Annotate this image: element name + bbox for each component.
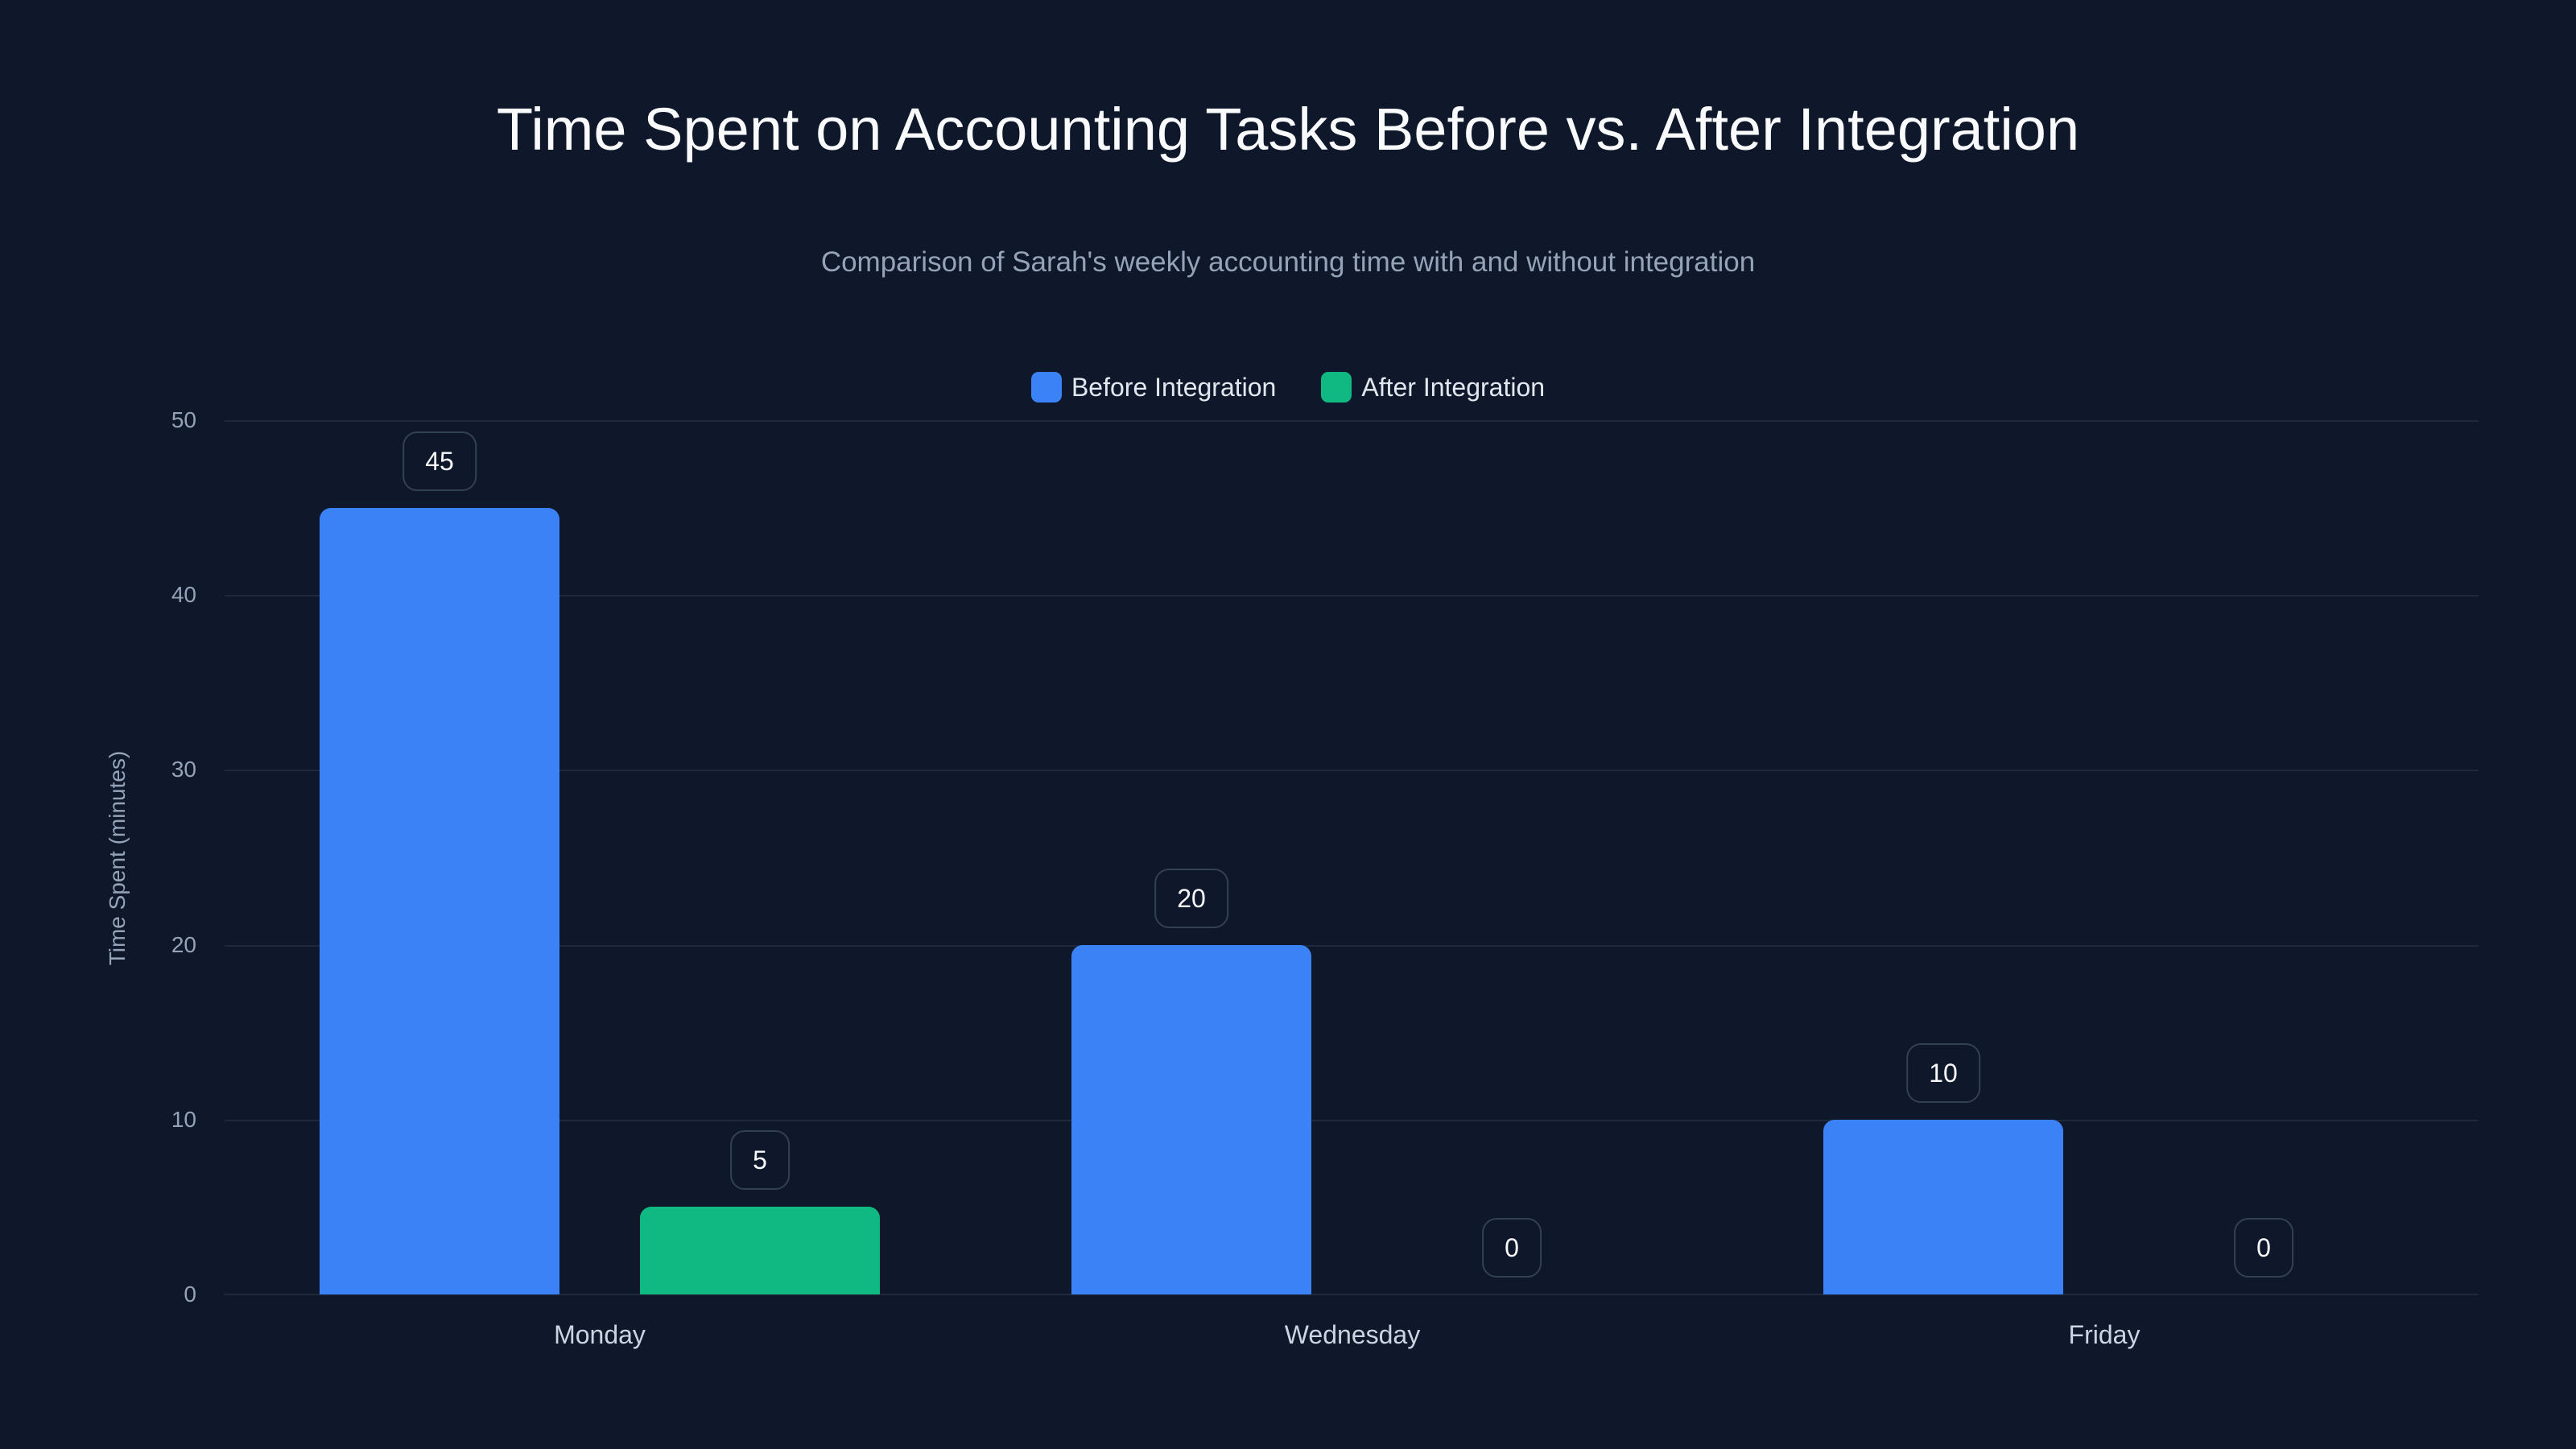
gridline-30 bbox=[225, 770, 2479, 771]
legend-item-before[interactable]: Before Integration bbox=[1030, 372, 1277, 402]
value-label-wednesday-before: 20 bbox=[1154, 869, 1228, 928]
bar-wednesday-before[interactable] bbox=[1071, 945, 1311, 1294]
gridline-20 bbox=[225, 945, 2479, 947]
gridline-10 bbox=[225, 1120, 2479, 1121]
legend-swatch-after-icon bbox=[1321, 372, 1352, 402]
bar-friday-before[interactable] bbox=[1823, 1120, 2063, 1294]
y-tick-40: 40 bbox=[171, 582, 196, 607]
x-tick-wednesday: Wednesday bbox=[1284, 1320, 1421, 1349]
y-tick-10: 10 bbox=[171, 1107, 196, 1132]
legend-label-before: Before Integration bbox=[1071, 372, 1277, 402]
gridline-40 bbox=[225, 595, 2479, 597]
bar-monday-before[interactable] bbox=[320, 508, 559, 1294]
value-label-friday-before: 10 bbox=[1906, 1043, 1980, 1103]
legend-label-after: After Integration bbox=[1361, 372, 1546, 402]
value-label-wednesday-after: 0 bbox=[1482, 1218, 1542, 1278]
y-tick-50: 50 bbox=[171, 407, 196, 432]
y-axis-label: Time Spent (minutes) bbox=[105, 750, 130, 966]
legend: Before Integration After Integration bbox=[0, 372, 2576, 402]
x-tick-monday: Monday bbox=[554, 1320, 646, 1349]
x-tick-friday: Friday bbox=[2068, 1320, 2140, 1349]
value-label-monday-before: 45 bbox=[402, 431, 477, 491]
chart-title: Time Spent on Accounting Tasks Before vs… bbox=[496, 96, 2080, 163]
plot-area: 45 5 20 0 10 0 bbox=[225, 420, 2479, 1295]
chart-subtitle: Comparison of Sarah's weekly accounting … bbox=[820, 246, 1756, 278]
value-label-monday-after: 5 bbox=[730, 1130, 790, 1190]
gridline-0 bbox=[225, 1294, 2479, 1295]
y-tick-20: 20 bbox=[171, 932, 196, 957]
gridline-50 bbox=[225, 420, 2479, 422]
bar-monday-after[interactable] bbox=[640, 1207, 880, 1294]
value-label-friday-after: 0 bbox=[2234, 1218, 2293, 1278]
legend-item-after[interactable]: After Integration bbox=[1321, 372, 1545, 402]
legend-swatch-before-icon bbox=[1030, 372, 1062, 402]
y-tick-0: 0 bbox=[184, 1282, 196, 1307]
y-tick-30: 30 bbox=[171, 757, 196, 782]
